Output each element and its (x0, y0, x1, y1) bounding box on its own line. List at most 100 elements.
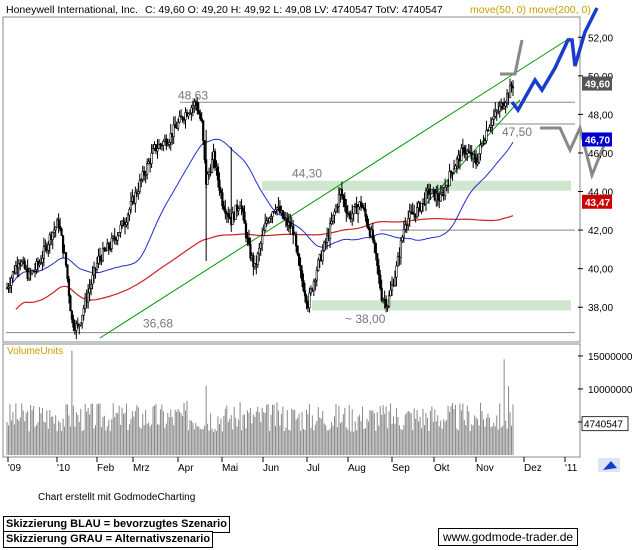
candle-body (281, 210, 284, 219)
candle-body (315, 270, 318, 281)
candle-body (386, 305, 389, 308)
candle-body (89, 283, 93, 289)
candle-body (361, 205, 364, 209)
y-tick-label: 52,00 (588, 33, 613, 44)
candle-body (243, 211, 246, 224)
x-tick-label: '11 (565, 463, 578, 474)
candle-body (258, 247, 261, 254)
candle-body (134, 191, 137, 204)
website-link[interactable]: www.godmode-trader.de (438, 528, 579, 546)
candle-body (126, 214, 130, 223)
candle-body (376, 253, 379, 266)
candle-body (125, 221, 128, 226)
candle-body (122, 220, 125, 227)
price-tag-label: 49,60 (585, 80, 610, 91)
candle-body (337, 194, 341, 207)
candle-body (95, 262, 99, 270)
candle-body (317, 259, 320, 271)
candle-body (118, 232, 121, 237)
candle-body (144, 173, 147, 176)
candle-body (405, 224, 408, 226)
candle-body (485, 129, 488, 141)
candle-body (359, 201, 363, 206)
candle-body (123, 224, 127, 227)
candle-body (396, 255, 400, 267)
candle-body (253, 263, 256, 268)
support-zone (262, 180, 571, 191)
candle-body (321, 250, 324, 261)
level-label: 36,68 (143, 317, 173, 331)
candle-body (190, 107, 193, 114)
candle-body (88, 288, 91, 294)
candle-body (138, 180, 141, 192)
candle-body (439, 194, 442, 202)
candle-body (379, 274, 382, 289)
candle-body (275, 207, 279, 211)
x-tick-label: Aug (348, 463, 366, 474)
candle-body (371, 229, 374, 241)
candle-body (91, 274, 94, 285)
candle-body (247, 238, 251, 245)
candle-body (151, 148, 155, 154)
x-tick-label: Mai (222, 463, 238, 474)
candle-body (42, 246, 45, 259)
candle-body (174, 124, 177, 128)
candle-body (302, 280, 305, 291)
candle-body (64, 252, 68, 266)
x-tick-label: Jun (263, 463, 279, 474)
candle-body (51, 232, 54, 240)
price-tag-label: 43,47 (585, 198, 610, 209)
candle-body (395, 265, 398, 278)
candle-body (219, 189, 223, 194)
candle-body (503, 105, 506, 109)
candle-body (259, 243, 262, 249)
candle-body (296, 245, 299, 255)
candle-body (227, 213, 230, 218)
candle-body (169, 132, 172, 143)
candle-body (448, 171, 451, 186)
candle-body (482, 142, 485, 145)
candle-body (196, 102, 199, 111)
gray-scenario-line (500, 39, 524, 76)
blue-scenario-line (510, 7, 599, 114)
candle-body (87, 292, 90, 303)
candle-body (436, 192, 439, 200)
candle-body (199, 113, 202, 119)
candle-body (182, 119, 186, 121)
price-tag (582, 194, 612, 209)
candle-body (140, 179, 143, 181)
candle-body (455, 158, 459, 167)
candle-body (504, 102, 507, 107)
candle-body (194, 101, 197, 104)
candle-body (312, 281, 315, 291)
quote-line: C: 49,60 O: 49,20 H: 49,92 L: 49,08 LV: … (145, 4, 443, 16)
candle-body (128, 209, 131, 216)
chart-tool-icon[interactable] (598, 458, 620, 472)
candle-body (61, 235, 65, 253)
candle-body (467, 150, 470, 153)
candle-body (237, 208, 240, 212)
candle-body (449, 171, 453, 173)
candle-body (508, 84, 512, 98)
candle-body (494, 111, 497, 117)
candle-body (411, 211, 414, 215)
candle-body (143, 171, 146, 176)
candle-body (427, 188, 431, 195)
candle-body (181, 116, 184, 120)
candle-body (35, 261, 38, 270)
candle-body (221, 192, 224, 207)
candle-body (364, 208, 367, 217)
x-tick-label: Jul (307, 463, 320, 474)
y-tick-label: 46,00 (588, 149, 613, 160)
candle-body (39, 262, 43, 264)
candle-body (168, 142, 171, 145)
candle-body (498, 105, 501, 112)
candle-body (314, 279, 317, 282)
candle-body (429, 193, 432, 195)
candle-body (187, 113, 190, 117)
candle-body (165, 138, 168, 146)
x-tick-label: Mrz (133, 463, 150, 474)
candle-body (202, 120, 205, 141)
candle-body (57, 219, 60, 227)
candle-body (385, 299, 388, 308)
